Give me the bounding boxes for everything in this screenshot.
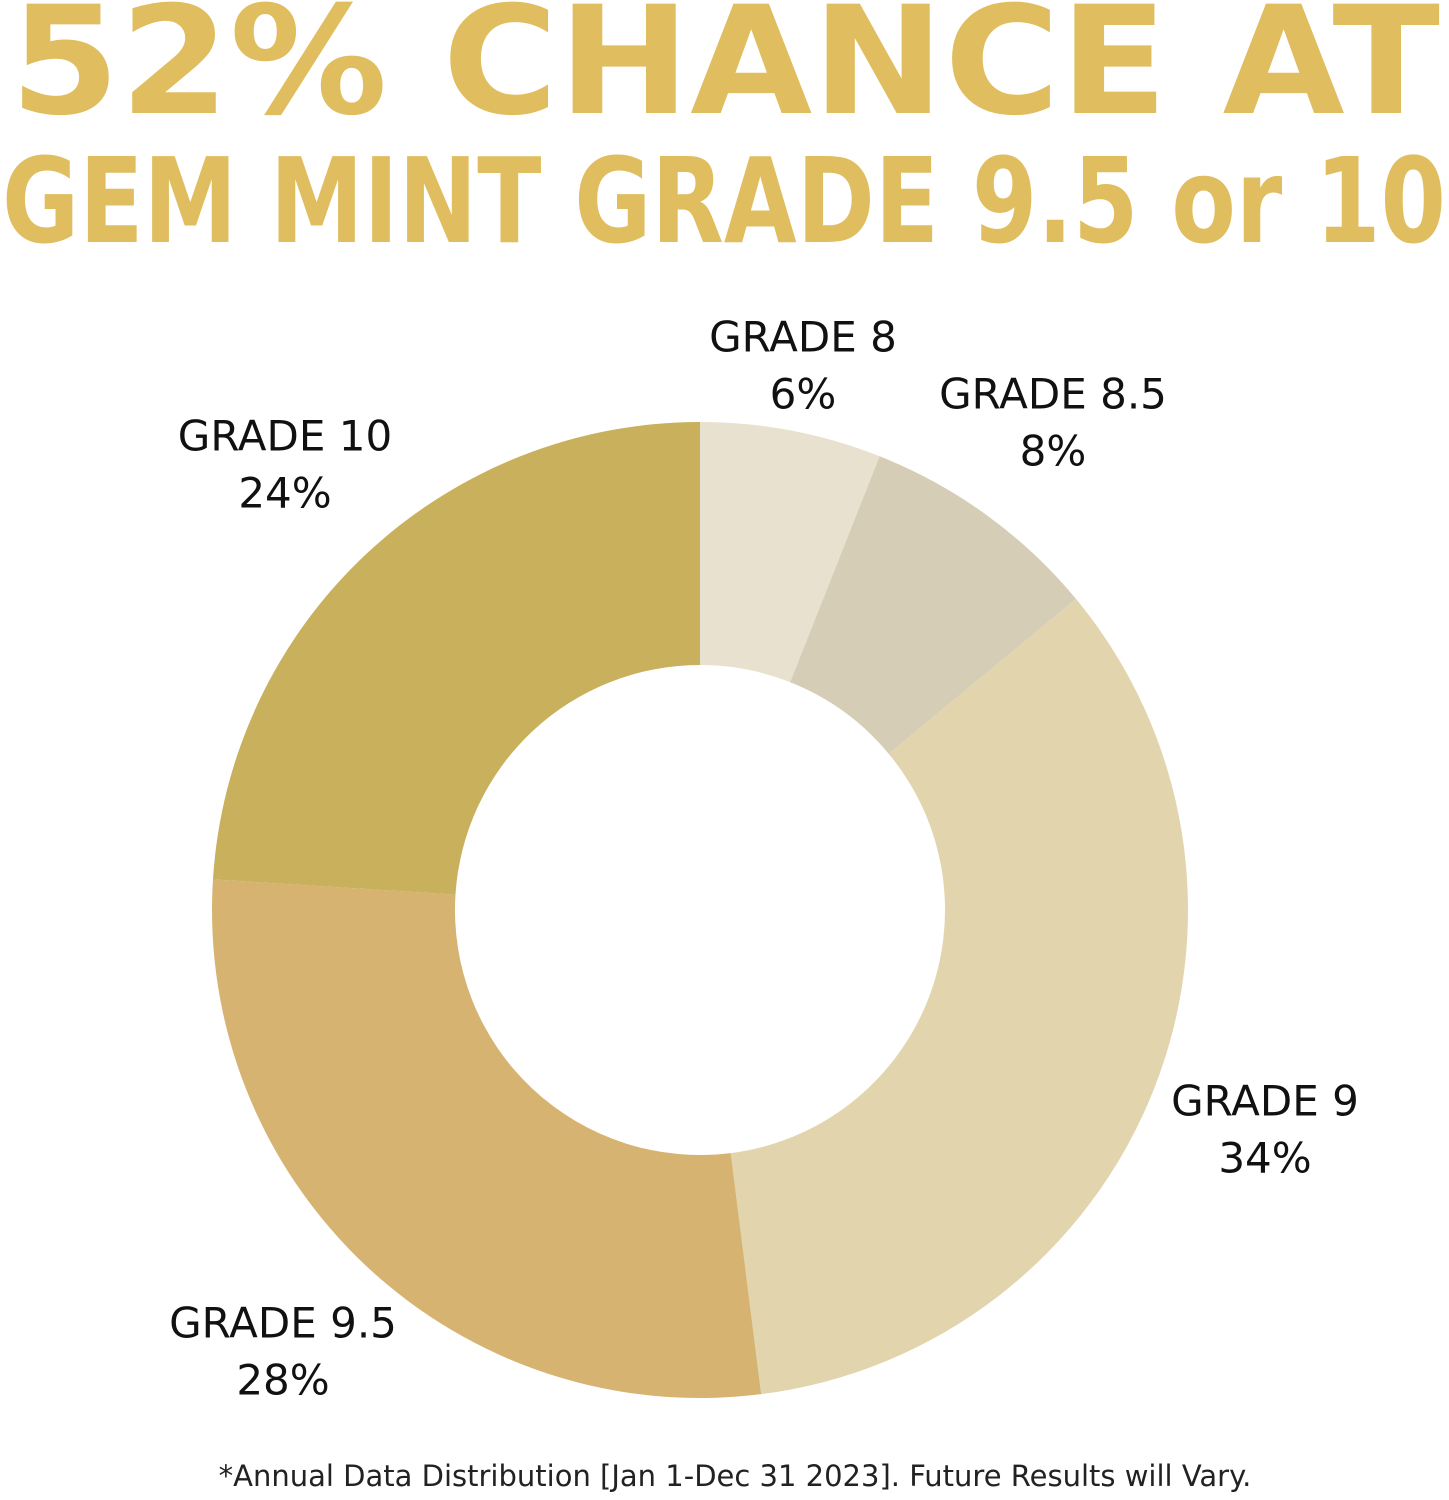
slice-value-label: 34% (1218, 1134, 1311, 1183)
slice-label: GRADE 8.5 (939, 370, 1167, 419)
slice-value-label: 6% (770, 370, 837, 419)
slice-value-label: 8% (1020, 427, 1087, 476)
slice (730, 598, 1188, 1395)
slice-value-label: 24% (238, 469, 331, 518)
slice-label: GRADE 9.5 (169, 1299, 397, 1348)
title-line: 52% CHANCE AT (10, 0, 1440, 149)
slice-label: GRADE 10 (178, 412, 392, 461)
slice (700, 422, 880, 683)
slice (790, 456, 1077, 754)
slice (212, 422, 700, 895)
slice-value-label: 28% (236, 1356, 329, 1405)
footnote: *Annual Data Distribution [Jan 1-Dec 31 … (219, 1459, 1252, 1493)
slice-label: GRADE 8 (709, 313, 897, 362)
slice (211, 879, 762, 1398)
title-line: GEM MINT GRADE 9.5 or 10 (2, 132, 1446, 270)
slice-label: GRADE 9 (1171, 1077, 1359, 1126)
